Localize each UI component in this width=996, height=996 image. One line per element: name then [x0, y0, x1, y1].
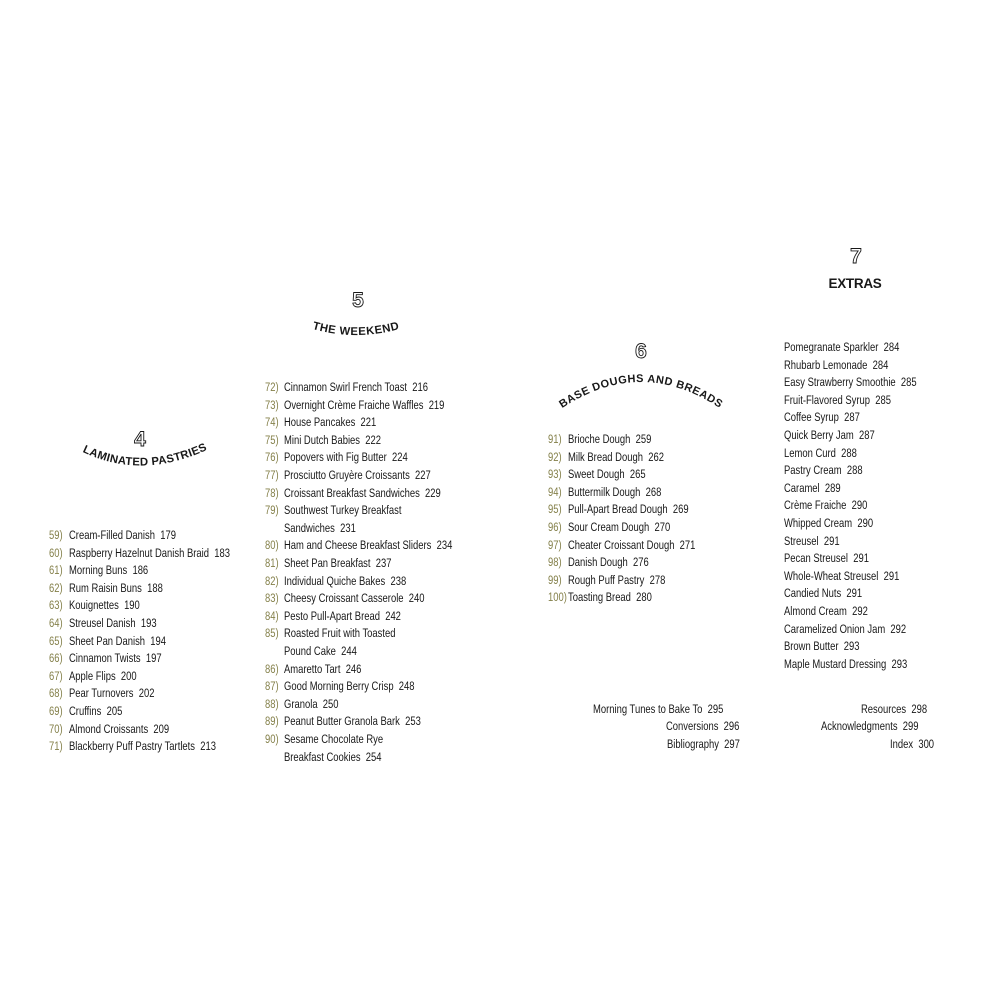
- svg-text:7: 7: [850, 245, 862, 268]
- svg-text:THE WEEKEND: THE WEEKEND: [311, 320, 400, 338]
- svg-text:BASE DOUGHS AND BREADS: BASE DOUGHS AND BREADS: [557, 373, 725, 411]
- svg-text:6: 6: [635, 340, 647, 363]
- svg-text:4: 4: [134, 428, 146, 451]
- svg-text:5: 5: [352, 289, 364, 312]
- svg-text:EXTRAS: EXTRAS: [829, 276, 882, 291]
